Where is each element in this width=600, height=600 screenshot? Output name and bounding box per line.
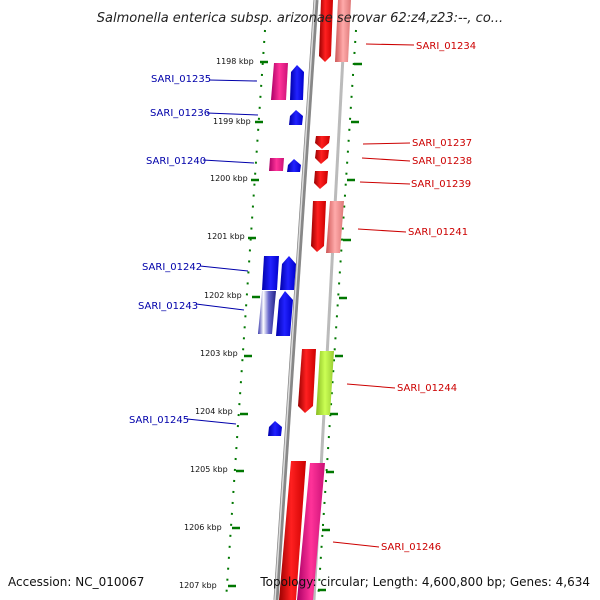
gene-label[interactable]: SARI_01242 bbox=[142, 262, 202, 273]
gene-label[interactable]: SARI_01235 bbox=[151, 74, 211, 85]
gene-sari-01238[interactable] bbox=[315, 150, 329, 164]
gene-sari-01237[interactable] bbox=[315, 136, 330, 149]
gene-sari-01242b[interactable] bbox=[280, 256, 296, 290]
gene-sari-01243[interactable] bbox=[258, 291, 276, 334]
gene-labels-right: SARI_01234 SARI_01237 SARI_01238 SARI_01… bbox=[381, 41, 476, 553]
gene-sari-01246b[interactable] bbox=[297, 463, 325, 600]
gene-label[interactable]: SARI_01244 bbox=[397, 383, 457, 394]
leader-lines-left bbox=[186, 79, 259, 425]
gene-sari-01244b[interactable] bbox=[316, 351, 334, 415]
gene-sari-01245[interactable] bbox=[268, 421, 282, 436]
gene-label[interactable]: SARI_01240 bbox=[146, 156, 206, 167]
gene-sari-01240[interactable] bbox=[269, 158, 284, 171]
leader-lines-right bbox=[332, 43, 415, 548]
gene-label[interactable]: SARI_01241 bbox=[408, 227, 468, 238]
tick-label: 1199 kbp bbox=[213, 117, 251, 126]
tick-label: 1203 kbp bbox=[200, 349, 238, 358]
map-title: Salmonella enterica subsp. arizonae sero… bbox=[97, 11, 503, 26]
tick-marks bbox=[228, 60, 362, 592]
gene-label[interactable]: SARI_01237 bbox=[412, 138, 472, 149]
tick-label: 1206 kbp bbox=[184, 523, 222, 532]
gene-label[interactable]: SARI_01239 bbox=[411, 179, 471, 190]
tick-label: 1204 kbp bbox=[195, 407, 233, 416]
gene-sari-01246[interactable] bbox=[279, 461, 306, 600]
gene-label[interactable]: SARI_01234 bbox=[416, 41, 476, 52]
tick-label: 1200 kbp bbox=[210, 174, 248, 183]
gene-label[interactable]: SARI_01246 bbox=[381, 542, 441, 553]
gene-sari-01243b[interactable] bbox=[276, 291, 293, 336]
gene-sari-01235b[interactable] bbox=[290, 65, 304, 100]
gene-sari-01235[interactable] bbox=[271, 63, 288, 100]
gene-label[interactable]: SARI_01238 bbox=[412, 156, 472, 167]
tick-label: 1201 kbp bbox=[207, 232, 245, 241]
forward-genes bbox=[279, 0, 351, 600]
tick-label: 1202 kbp bbox=[204, 291, 242, 300]
tick-label: 1198 kbp bbox=[216, 57, 254, 66]
gene-label[interactable]: SARI_01236 bbox=[150, 108, 210, 119]
gene-sari-01234[interactable] bbox=[319, 0, 333, 62]
gene-sari-01240b[interactable] bbox=[287, 159, 301, 172]
tick-label: 1207 kbp bbox=[179, 581, 217, 590]
gene-sari-01239[interactable] bbox=[314, 171, 328, 189]
gene-sari-01241[interactable] bbox=[311, 201, 326, 252]
reverse-genes bbox=[258, 63, 304, 436]
topology-text: Topology: circular; Length: 4,600,800 bp… bbox=[259, 575, 590, 589]
gene-sari-01242[interactable] bbox=[262, 256, 279, 290]
accession-text: Accession: NC_010067 bbox=[8, 575, 144, 589]
kbp-labels: 1198 kbp 1199 kbp 1200 kbp 1201 kbp 1202… bbox=[179, 57, 254, 590]
gene-sari-01241b[interactable] bbox=[326, 201, 344, 253]
gene-sari-01244[interactable] bbox=[298, 349, 316, 413]
gene-sari-01236[interactable] bbox=[289, 110, 303, 125]
gene-sari-01234b[interactable] bbox=[335, 0, 351, 62]
gene-label[interactable]: SARI_01243 bbox=[138, 301, 198, 312]
gene-labels-left: SARI_01235 SARI_01236 SARI_01240 SARI_01… bbox=[129, 74, 211, 426]
gene-label[interactable]: SARI_01245 bbox=[129, 415, 189, 426]
tick-label: 1205 kbp bbox=[190, 465, 228, 474]
